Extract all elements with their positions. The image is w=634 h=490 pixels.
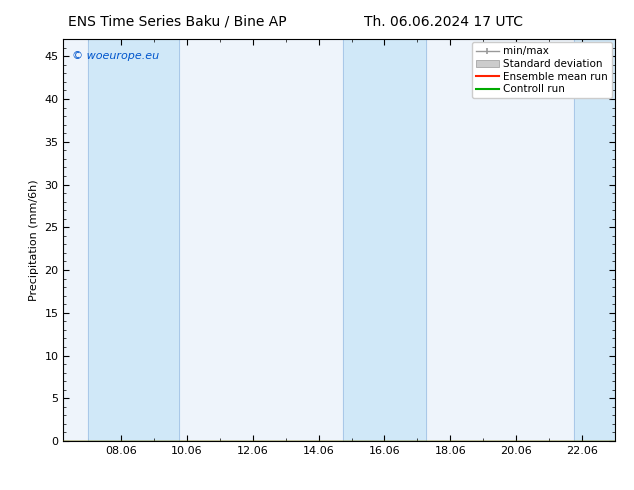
Text: Th. 06.06.2024 17 UTC: Th. 06.06.2024 17 UTC	[365, 15, 523, 29]
Bar	[88, 39, 179, 441]
Bar	[343, 39, 425, 441]
Bar	[574, 39, 615, 441]
Y-axis label: Precipitation (mm/6h): Precipitation (mm/6h)	[29, 179, 39, 301]
Text: ENS Time Series Baku / Bine AP: ENS Time Series Baku / Bine AP	[68, 15, 287, 29]
Text: © woeurope.eu: © woeurope.eu	[72, 51, 158, 61]
Legend: min/max, Standard deviation, Ensemble mean run, Controll run: min/max, Standard deviation, Ensemble me…	[472, 42, 612, 98]
